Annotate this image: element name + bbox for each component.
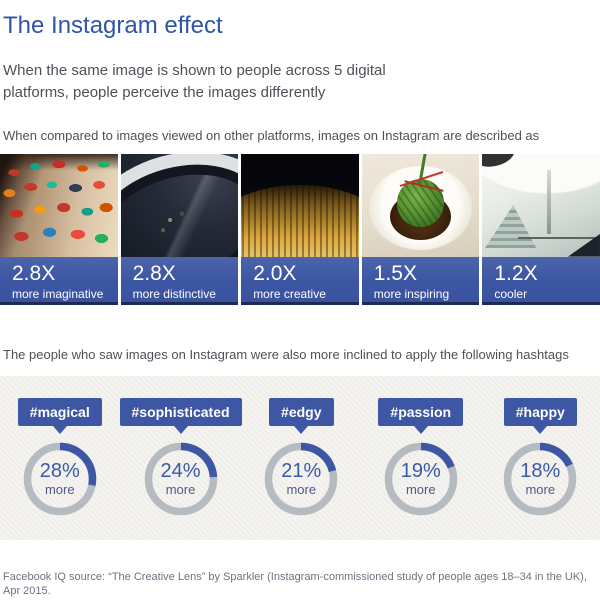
donut-center: 24% more: [144, 442, 218, 516]
donut-percent: 24%: [160, 459, 201, 482]
donut-value-arc: [265, 442, 338, 515]
donut-more-label: more: [405, 481, 436, 497]
hashtag-badge: #edgy: [269, 397, 334, 426]
tile-multiplier: 1.2X: [494, 261, 538, 285]
photo-city-street-night: [241, 153, 359, 257]
intro-text: When the same image is shown to people a…: [3, 61, 386, 101]
photo-shape-lit-building: [241, 184, 359, 257]
donut-more-label: more: [44, 481, 75, 497]
tile-multiplier: 2.0X: [253, 261, 297, 285]
donut-svg: [384, 442, 458, 515]
photo-neon-signs-wall: [0, 153, 118, 257]
hashtag-badge: #happy: [503, 397, 577, 426]
hashtag-column-magical: #magical 28% more: [0, 376, 120, 540]
donut-value-arc: [504, 442, 577, 515]
photo-green-avocado-dish: [361, 153, 480, 257]
donut-value-arc: [144, 442, 217, 515]
donut-chart-sophisticated: 24% more: [144, 442, 218, 516]
hashtag-badge: #magical: [17, 397, 102, 426]
tile-multiplier: 1.5X: [373, 261, 417, 285]
donut-chart-magical: 28% more: [23, 442, 97, 516]
tile-more-imaginative: 2.8X more imaginative: [0, 153, 118, 305]
photo-shape-glass-pyramid: [484, 205, 537, 249]
photo-shape-column: [547, 170, 552, 234]
hashtag-badge: #passion: [378, 397, 464, 426]
donut-chart-passion: 19% more: [384, 442, 458, 516]
donut-center: 28% more: [23, 442, 97, 516]
hashtag-badge: #sophisticated: [119, 397, 242, 426]
donut-more-label: more: [165, 481, 196, 497]
hashtags-section-label: The people who saw images on Instagram w…: [3, 346, 569, 362]
tile-caption: 2.0X more creative: [241, 256, 359, 302]
comparison-tiles-row: 2.8X more imaginative 2.8X more distinct…: [0, 153, 600, 305]
tile-caption: 1.2X cooler: [482, 256, 600, 302]
tile-more-distinctive: 2.8X more distinctive: [120, 153, 239, 305]
photo-shape-avocado-rose: [397, 179, 445, 227]
page-title: The Instagram effect: [3, 12, 223, 39]
hashtag-column-passion: #passion 19% more: [361, 376, 481, 540]
tile-caption: 2.8X more imaginative: [0, 256, 118, 302]
donut-more-label: more: [286, 481, 317, 497]
hashtag-column-happy: #happy 18% more: [481, 376, 600, 540]
hashtag-column-sophisticated: #sophisticated 24% more: [119, 376, 242, 540]
photo-shape-loop-ring: [120, 153, 239, 257]
donut-percent: 19%: [400, 459, 441, 482]
donut-more-label: more: [525, 481, 556, 497]
source-attribution: Facebook IQ source: “The Creative Lens” …: [3, 570, 587, 597]
donut-svg: [265, 442, 338, 515]
tile-description: cooler: [494, 286, 528, 301]
donut-center: 21% more: [264, 442, 338, 516]
tile-description: more distinctive: [132, 286, 216, 301]
tile-multiplier: 2.8X: [12, 261, 56, 285]
hashtags-panel: #magical 28% more #sophisticated: [0, 375, 600, 540]
donut-percent: 18%: [520, 459, 561, 482]
donut-center: 19% more: [384, 442, 458, 516]
donut-center: 18% more: [503, 442, 577, 516]
tile-description: more creative: [253, 286, 326, 301]
donut-value-arc: [23, 442, 96, 515]
hashtag-column-edgy: #edgy 21% more: [242, 376, 362, 540]
photo-shape-ceiling-object: [482, 153, 518, 171]
tile-more-creative: 2.0X more creative: [241, 153, 359, 305]
donut-svg: [144, 442, 217, 515]
donut-chart-happy: 18% more: [503, 442, 577, 516]
donut-chart-edgy: 21% more: [264, 442, 338, 516]
donut-svg: [23, 442, 96, 515]
donut-percent: 21%: [281, 459, 322, 482]
tile-cooler: 1.2X cooler: [482, 153, 600, 305]
donut-percent: 28%: [39, 459, 80, 482]
tile-description: more imaginative: [12, 286, 104, 301]
tile-caption: 1.5X more inspiring: [361, 256, 480, 302]
photo-white-architecture: [482, 153, 600, 257]
photo-aerial-loop-walkway: [120, 153, 239, 257]
tile-description: more inspiring: [373, 286, 450, 301]
donut-svg: [504, 442, 577, 515]
comparison-section-label: When compared to images viewed on other …: [3, 127, 540, 143]
tile-multiplier: 2.8X: [132, 261, 176, 285]
tile-more-inspiring: 1.5X more inspiring: [361, 153, 480, 305]
tile-caption: 2.8X more distinctive: [120, 256, 239, 302]
donut-value-arc: [384, 442, 458, 515]
photo-shape-railing: [517, 237, 600, 240]
